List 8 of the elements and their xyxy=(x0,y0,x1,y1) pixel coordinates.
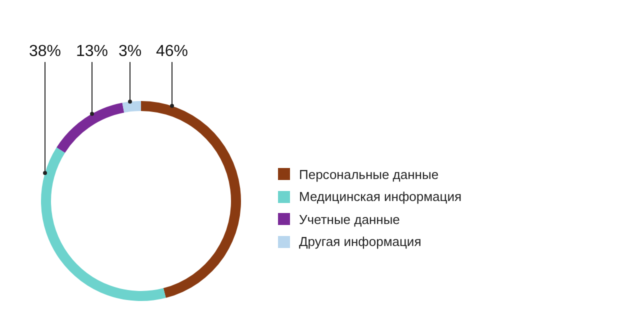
data-label: 3% xyxy=(118,43,142,60)
legend-label: Медицинская информация xyxy=(299,189,462,204)
legend-label: Учетные данные xyxy=(299,212,400,227)
data-label: 13% xyxy=(76,43,108,60)
data-label: 46% xyxy=(156,43,188,60)
legend-label: Другая информация xyxy=(299,234,422,250)
legend-label: Персональные данные xyxy=(299,166,439,182)
data-label: 38% xyxy=(28,43,62,60)
